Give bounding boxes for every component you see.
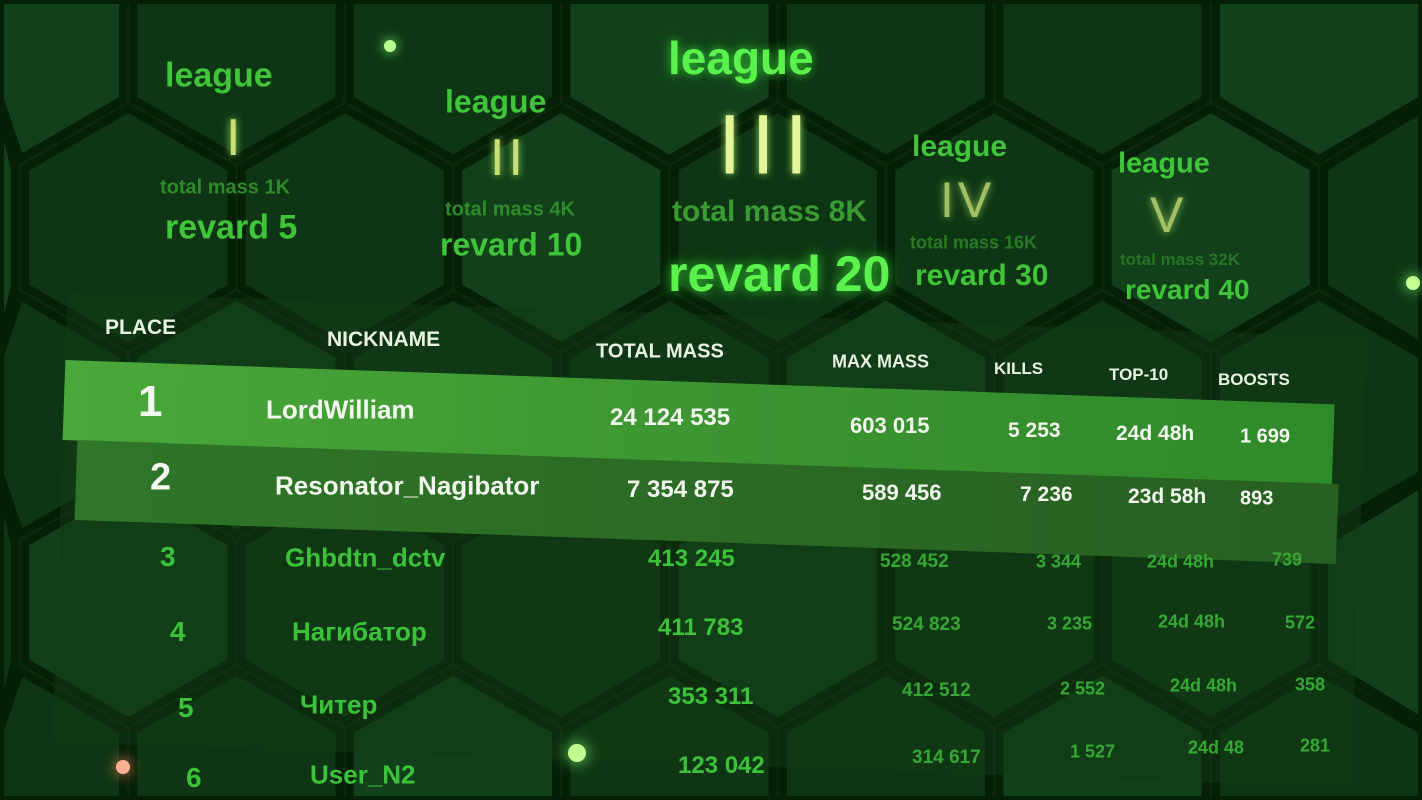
league-total-mass: total mass 8K [672, 195, 868, 228]
header-top-10[interactable]: TOP-10 [1109, 365, 1169, 384]
glow-particle [384, 40, 396, 52]
cell-kills: 5 253 [1008, 419, 1061, 442]
hexagon-tile [1103, 103, 1318, 352]
league-numeral: V [1150, 187, 1188, 243]
hexagon-tile [21, 103, 236, 352]
cell-total-mass: 24 124 535 [610, 404, 731, 431]
league-total-mass: total mass 1K [160, 176, 291, 199]
hexagon-tile [779, 666, 994, 800]
cell-nickname: Resonator_Nagibator [275, 470, 540, 501]
hexagon-tile [129, 0, 344, 164]
cell-max-mass: 603 015 [850, 413, 930, 438]
league-reward: revard 5 [165, 208, 298, 247]
cell-max-mass: 524 823 [892, 614, 961, 635]
header-place[interactable]: PLACE [105, 316, 177, 339]
hexagon-tile [779, 0, 994, 164]
cell-boosts: 358 [1295, 674, 1326, 695]
hexagon-tile [21, 478, 236, 727]
league-title: league [668, 32, 814, 84]
header-kills[interactable]: KILLS [994, 359, 1044, 378]
cell-boosts: 1 699 [1240, 425, 1291, 448]
cell-max-mass: 528 452 [880, 551, 949, 572]
cell-place: 4 [170, 616, 186, 647]
hexagon-tile [129, 666, 344, 800]
league-reward: revard 30 [915, 259, 1049, 292]
league-total-mass: total mass 4K [445, 198, 576, 221]
cell-top-10: 24d 48h [1170, 675, 1238, 696]
hexagon-tile [0, 107, 19, 348]
cell-place: 1 [138, 377, 163, 426]
glow-particle [1406, 276, 1420, 290]
cell-boosts: 572 [1285, 612, 1316, 633]
league-title: league [445, 83, 547, 120]
hexagon-tile [995, 0, 1210, 164]
cell-place: 6 [186, 762, 202, 793]
cell-top-10: 24d 48h [1147, 551, 1215, 572]
cell-boosts: 893 [1240, 487, 1274, 510]
hexagon-tile [887, 103, 1102, 352]
hexagon-tile [0, 0, 128, 165]
cell-kills: 3 344 [1036, 551, 1082, 572]
glow-particle [116, 760, 130, 774]
cell-total-mass: 411 783 [658, 614, 744, 641]
cell-max-mass: 589 456 [862, 480, 942, 505]
cell-top-10: 24d 48h [1158, 611, 1226, 632]
league-numeral: II [490, 129, 527, 187]
league-total-mass: total mass 32K [1120, 250, 1240, 269]
league-reward: revard 40 [1125, 274, 1250, 305]
cell-total-mass: 7 354 875 [627, 476, 734, 503]
hexagon-tile [346, 0, 561, 164]
cell-top-10: 24d 48 [1188, 737, 1245, 758]
cell-kills: 7 236 [1020, 483, 1073, 506]
cell-nickname: LordWilliam [266, 394, 415, 425]
cell-max-mass: 412 512 [902, 680, 971, 701]
cell-boosts: 739 [1272, 549, 1303, 570]
hexagon-tile [0, 482, 19, 723]
cell-top-10: 23d 58h [1128, 485, 1207, 508]
glow-particle [568, 744, 586, 762]
league-numeral: III [718, 97, 819, 192]
hexagon-tile [0, 665, 128, 800]
hexagon-tile [237, 103, 452, 352]
hexagon-tile [995, 666, 1210, 800]
league-numeral: IV [940, 172, 996, 228]
cell-nickname: Читер [300, 689, 378, 720]
cell-nickname: Ghbdtn_dctv [285, 542, 446, 573]
cell-place: 3 [160, 541, 176, 572]
cell-kills: 3 235 [1047, 613, 1093, 634]
hexagon-tile [237, 478, 452, 727]
cell-nickname: Нагибатор [292, 616, 427, 647]
header-total-mass[interactable]: TOTAL MASS [596, 340, 724, 363]
cell-total-mass: 413 245 [648, 545, 735, 572]
league-title: league [165, 56, 273, 95]
cell-place: 5 [178, 692, 194, 723]
hexagon-tile [346, 666, 561, 800]
hexagon-tile [1212, 666, 1422, 800]
league-title: league [912, 130, 1008, 163]
header-nickname[interactable]: NICKNAME [327, 328, 441, 351]
header-max-mass[interactable]: MAX MASS [832, 351, 930, 372]
hexagon-tile [454, 103, 669, 352]
league-total-mass: total mass 16K [910, 232, 1038, 253]
cell-max-mass: 314 617 [912, 747, 981, 768]
cell-total-mass: 123 042 [678, 752, 765, 779]
hexagon-tile [454, 478, 669, 727]
cell-place: 2 [150, 456, 172, 499]
hexagon-tile [1212, 0, 1422, 164]
header-boosts[interactable]: BOOSTS [1218, 370, 1290, 389]
league-numeral: I [226, 109, 245, 167]
league-reward: revard 20 [668, 246, 891, 302]
hexagon-tile [562, 666, 777, 800]
cell-nickname: User_N2 [310, 759, 416, 790]
hexagon-tile [670, 103, 885, 352]
cell-top-10: 24d 48h [1116, 422, 1195, 445]
cell-kills: 1 527 [1070, 741, 1116, 762]
cell-total-mass: 353 311 [668, 683, 754, 710]
cell-kills: 2 552 [1060, 678, 1106, 699]
hexagon-tile [1320, 103, 1422, 352]
league-title: league [1118, 147, 1210, 180]
league-reward: revard 10 [440, 226, 583, 263]
hexagon-tile [562, 0, 777, 164]
cell-boosts: 281 [1300, 735, 1331, 756]
